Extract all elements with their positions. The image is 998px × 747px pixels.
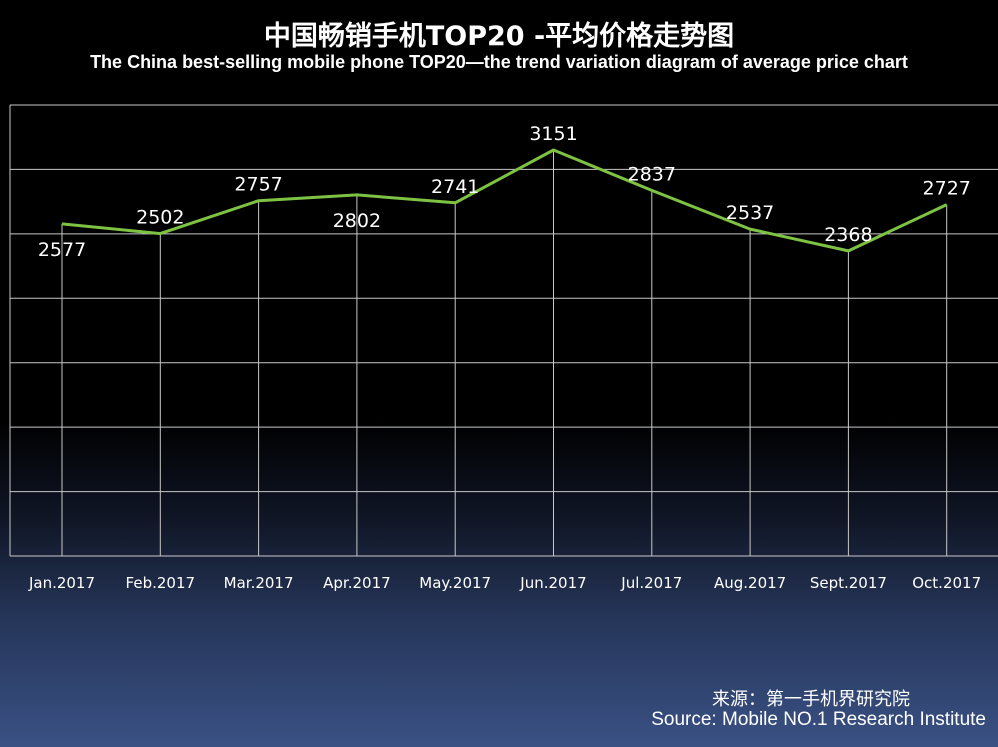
x-tick-label: Jun.2017: [519, 574, 586, 592]
data-label: 3151: [529, 123, 577, 145]
data-label: 2577: [38, 239, 86, 261]
x-tick-label: Oct.2017: [912, 574, 981, 592]
x-tick-label: Jul.2017: [620, 574, 682, 592]
data-label: 2368: [824, 224, 872, 246]
series-line: [61, 148, 948, 253]
data-label: 2741: [431, 176, 479, 198]
data-label: 2802: [333, 210, 381, 232]
chart-title: 中国畅销手机TOP20 -平均价格走势图: [263, 21, 735, 52]
data-label: 2727: [923, 178, 971, 200]
data-label: 2537: [726, 202, 774, 224]
x-tick-label: May.2017: [419, 574, 491, 592]
x-tick-label: Aug.2017: [714, 574, 786, 592]
chart-subtitle: The China best-selling mobile phone TOP2…: [90, 52, 908, 72]
data-label: 2757: [234, 174, 282, 196]
x-tick-label: Sept.2017: [810, 574, 887, 592]
x-tick-label: Apr.2017: [323, 574, 391, 592]
x-tick-label: Jan.2017: [28, 574, 95, 592]
data-label: 2502: [136, 207, 184, 229]
x-tick-label: Feb.2017: [126, 574, 196, 592]
data-label: 2837: [628, 163, 676, 185]
source-cn: 来源：第一手机界研究院: [712, 689, 910, 710]
source-en: Source: Mobile NO.1 Research Institute: [651, 709, 986, 730]
x-tick-label: Mar.2017: [224, 574, 294, 592]
